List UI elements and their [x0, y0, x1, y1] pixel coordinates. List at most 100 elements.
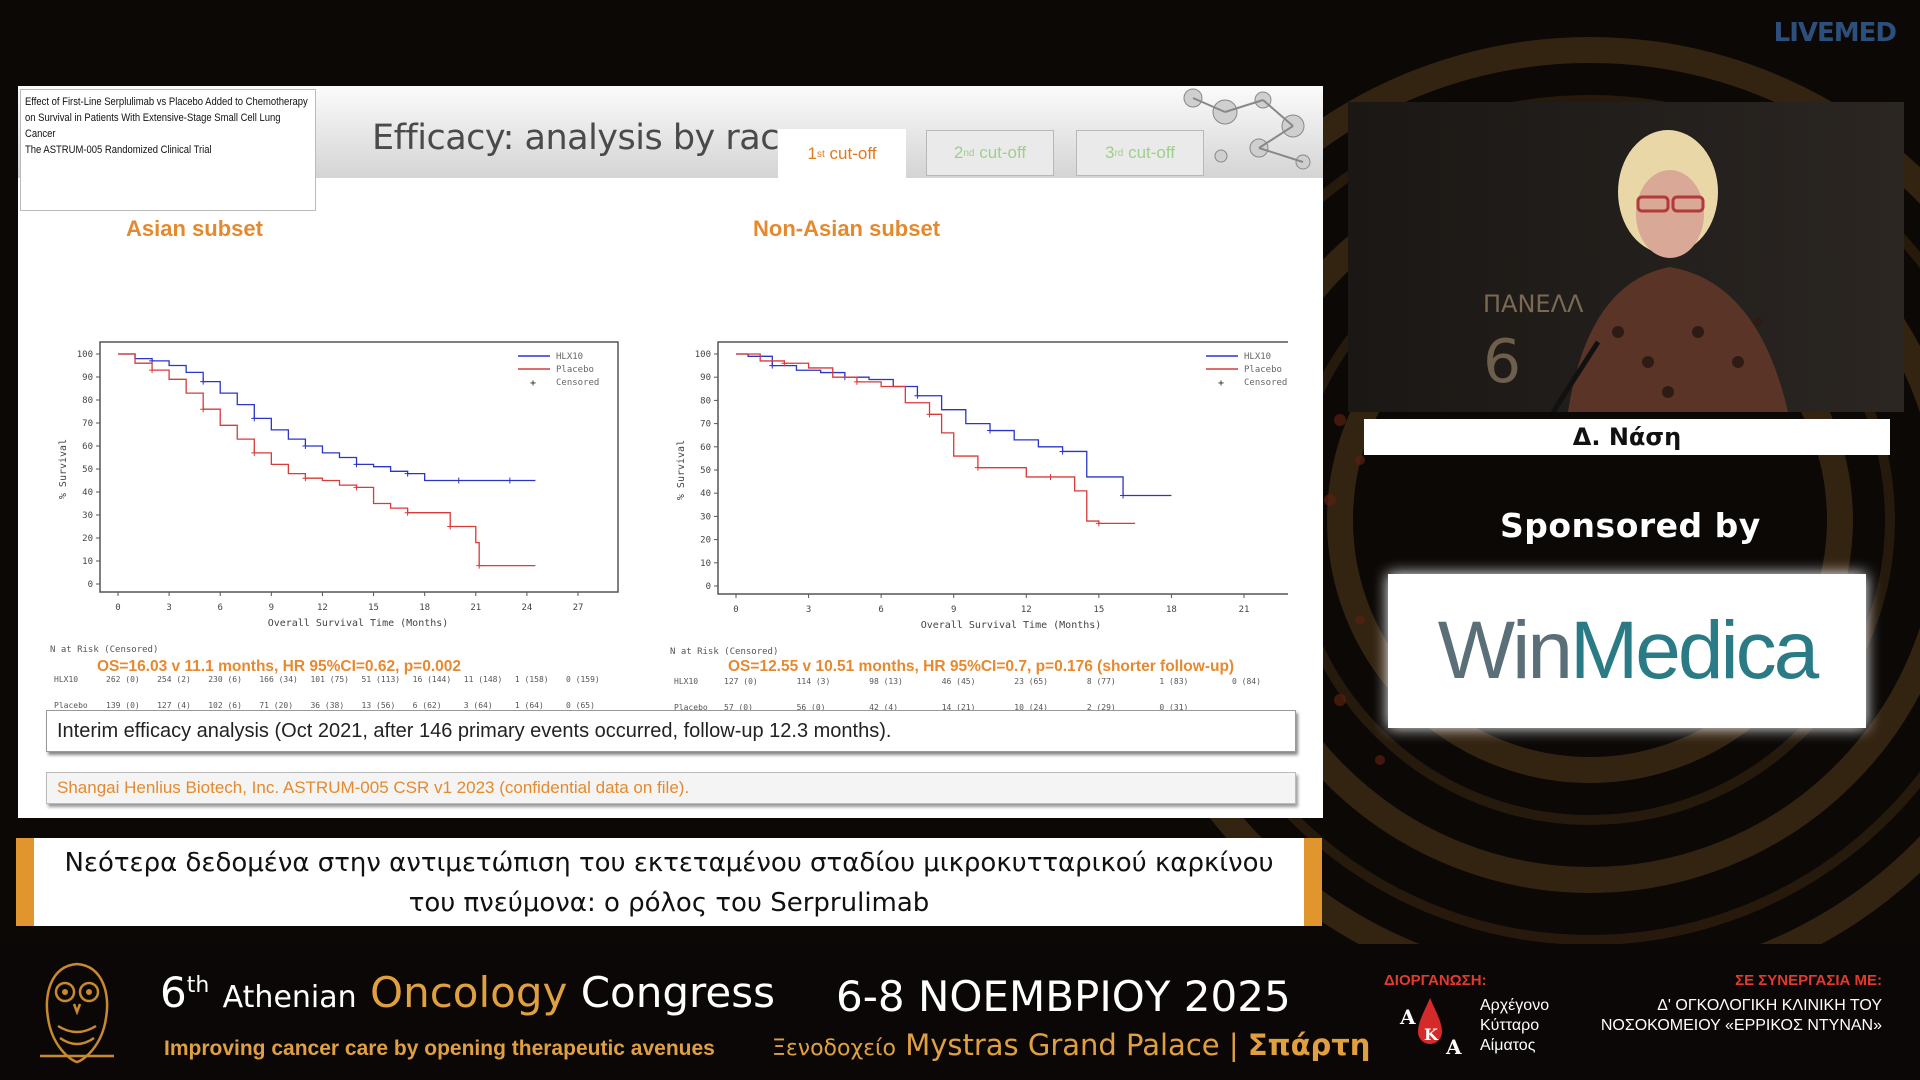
risk-value: 71 (20)	[259, 701, 293, 710]
logo-win: Win	[1437, 605, 1573, 696]
slide-title: Efficacy: analysis by race	[372, 118, 801, 158]
legend-label: Censored	[556, 378, 599, 388]
paper-title-line: on Survival in Patients With Extensive-S…	[25, 112, 281, 140]
y-tick-label: 30	[82, 511, 93, 521]
risk-value: 0 (84)	[1232, 677, 1261, 686]
asian-os-result: OS=16.03 v 11.1 months, HR 95%CI=0.62, p…	[97, 658, 462, 675]
censor-mark	[353, 461, 360, 468]
y-tick-label: 90	[700, 373, 711, 383]
risk-value: 11 (148)	[464, 675, 503, 684]
censor-mark	[149, 367, 156, 374]
x-tick-label: 3	[806, 605, 811, 615]
legend-label: HLX10	[556, 352, 583, 362]
km-curve-hlx10	[736, 353, 1172, 497]
nonasian-km-chart: 0 10 20 30 40 50 60 70 80 90 100 0 3 6 9 12 15 18 21 Overal…	[670, 341, 1288, 712]
risk-value: 13 (56)	[362, 701, 396, 710]
x-tick-label: 24	[521, 603, 532, 613]
venue-city: Σπάρτη	[1247, 1028, 1371, 1062]
svg-text:A: A	[1445, 1035, 1462, 1058]
censor-mark	[455, 477, 462, 484]
nonasian-subset-label: Non-Asian subset	[753, 216, 941, 241]
censor-mark	[1059, 448, 1066, 455]
censor-mark	[200, 378, 207, 385]
risk-value: 42 (4)	[869, 703, 898, 712]
risk-value: 56 (0)	[797, 703, 826, 712]
y-tick-label: 70	[82, 419, 93, 429]
y-tick-label: 0	[88, 580, 93, 590]
x-tick-label: 12	[317, 603, 328, 613]
y-tick-label: 100	[77, 350, 93, 360]
tab-label: cut-off	[1123, 143, 1176, 162]
risk-value: 57 (0)	[724, 703, 753, 712]
y-tick-label: 50	[700, 466, 711, 476]
risk-value: 3 (64)	[464, 701, 493, 710]
y-tick-label: 10	[82, 557, 93, 567]
y-tick-label: 80	[82, 396, 93, 406]
asian-subset-label: Asian subset	[126, 216, 263, 241]
legend-swatch: +	[1218, 378, 1224, 389]
congress-word: Congress	[580, 968, 775, 1017]
x-tick-label: 18	[1166, 605, 1177, 615]
censor-mark	[251, 415, 258, 422]
risk-row-label: Placebo	[674, 703, 708, 712]
cooperation-label: ΣΕ ΣΥΝΕΡΓΑΣΙΑ ΜΕ:	[1735, 972, 1882, 989]
tab-num: 1	[807, 144, 818, 163]
talk-title-caption: Νεότερα δεδομένα στην αντιμετώπιση του ε…	[16, 838, 1322, 926]
censor-mark	[987, 427, 993, 434]
censor-mark	[302, 443, 309, 449]
risk-value: 1 (64)	[515, 701, 544, 710]
censor-mark	[404, 509, 411, 516]
y-tick-label: 100	[695, 350, 711, 360]
organizer-line: Κύτταρο	[1480, 1017, 1540, 1034]
y-tick-label: 30	[700, 512, 711, 522]
y-tick-label: 20	[82, 534, 93, 544]
asian-km-chart: 0 10 20 30 40 50 60 70 80 90 100 0 3 6 9 12 15 18 21 24 27 Ov…	[50, 341, 619, 710]
y-axis-label: % Survival	[676, 440, 687, 500]
owl-logo-icon	[40, 962, 114, 1064]
tab-label: cut-off	[824, 144, 877, 163]
risk-value: 36 (38)	[310, 701, 344, 710]
speaker-video: ΠΑΝΕΛΛ 6	[1348, 102, 1904, 412]
risk-value: 10 (24)	[1014, 703, 1048, 712]
risk-value: 2 (29)	[1087, 703, 1116, 712]
congress-athenian: Athenian	[222, 980, 357, 1015]
risk-value: 51 (113)	[362, 675, 401, 684]
x-tick-label: 18	[419, 603, 430, 613]
svg-text:K: K	[1424, 1025, 1439, 1044]
legend-swatch: +	[530, 378, 536, 389]
risk-value: 1 (83)	[1159, 677, 1188, 686]
organizer-line: Αίματος	[1480, 1037, 1536, 1054]
risk-value: 262 (0)	[106, 675, 140, 684]
legend-label: HLX10	[1244, 352, 1271, 362]
x-tick-label: 6	[878, 605, 883, 615]
censor-mark	[404, 470, 411, 477]
svg-text:A: A	[1399, 1005, 1416, 1029]
x-axis-label: Overall Survival Time (Months)	[921, 620, 1102, 631]
paper-title-line: Effect of First-Line Serplulimab vs Plac…	[25, 96, 308, 108]
risk-value: 16 (144)	[413, 675, 452, 684]
legend-label: Placebo	[556, 365, 594, 375]
logo-medica: Medica	[1569, 605, 1819, 696]
aka-logo-icon: A K A	[1399, 998, 1462, 1058]
x-tick-label: 21	[1239, 605, 1250, 615]
paper-title: Effect of First-Line Serplulimab vs Plac…	[25, 94, 309, 158]
censor-mark	[769, 362, 776, 369]
y-tick-label: 90	[82, 373, 93, 383]
risk-row-label: Placebo	[54, 701, 88, 710]
risk-value: 1 (158)	[515, 675, 549, 684]
risk-value: 8 (77)	[1087, 677, 1116, 686]
organizer-name: Αρχέγονο Κύτταρο Αίματος	[1480, 996, 1549, 1056]
sponsored-by-label: Sponsored by	[1500, 506, 1761, 545]
paper-thumbnail: Effect of First-Line Serplulimab vs Plac…	[20, 89, 316, 211]
risk-value: 14 (21)	[942, 703, 976, 712]
congress-sup: th	[186, 973, 210, 998]
y-tick-label: 20	[700, 536, 711, 546]
x-tick-label: 21	[470, 603, 481, 613]
congress-oncology: Oncology	[370, 968, 568, 1017]
censor-mark	[353, 484, 360, 491]
censor-mark	[926, 411, 933, 418]
censor-mark	[200, 406, 207, 413]
